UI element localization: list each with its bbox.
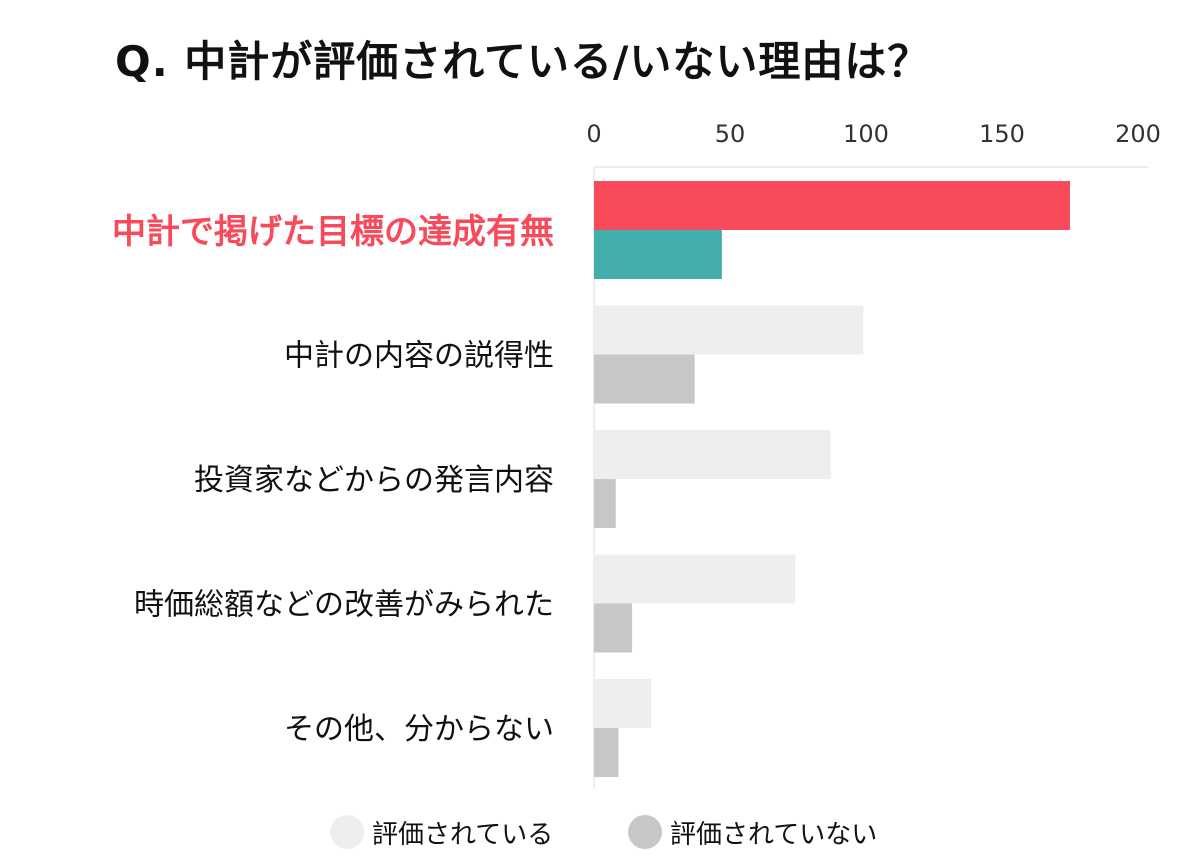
x-tick-label: 200 [1115,120,1161,148]
legend-item-evaluated: 評価されている [330,812,553,852]
category-label: その他、分からない [284,712,554,747]
chart-title: Q. 中計が評価されている/いない理由は？ [115,37,931,86]
bar-chart: 0 50 100 150 200 中計で掲げた目標の達成有無中計の内容の説得性投資家などか… [112,120,1161,789]
bar-evaluated [594,181,1070,230]
bar-not-evaluated [594,354,695,404]
category-label: 投資家などからの発言内容 [194,463,554,498]
bar-evaluated [594,554,796,604]
bar-evaluated [594,679,652,728]
legend-label-evaluated: 評価されている [372,819,554,850]
legend-item-not-evaluated: 評価されていない [628,812,877,852]
category-label: 中計の内容の説得性 [284,339,554,374]
bar-not-evaluated [594,603,633,653]
x-tick-label: 50 [715,120,746,148]
x-tick-label: 0 [586,120,601,148]
x-tick-label: 150 [979,120,1025,148]
bar-not-evaluated [594,728,619,777]
legend-swatch-evaluated [330,815,364,849]
bar-evaluated [594,305,864,355]
bar-evaluated [594,430,831,479]
x-tick-label: 100 [843,120,889,148]
category-label: 時価総額などの改善がみられた [134,588,554,623]
category-label: 中計で掲げた目標の達成有無 [112,212,554,252]
legend-swatch-not-evaluated [628,815,662,849]
bar-not-evaluated [594,230,722,279]
legend-label-not-evaluated: 評価されていない [670,819,878,850]
bar-not-evaluated [594,479,616,528]
